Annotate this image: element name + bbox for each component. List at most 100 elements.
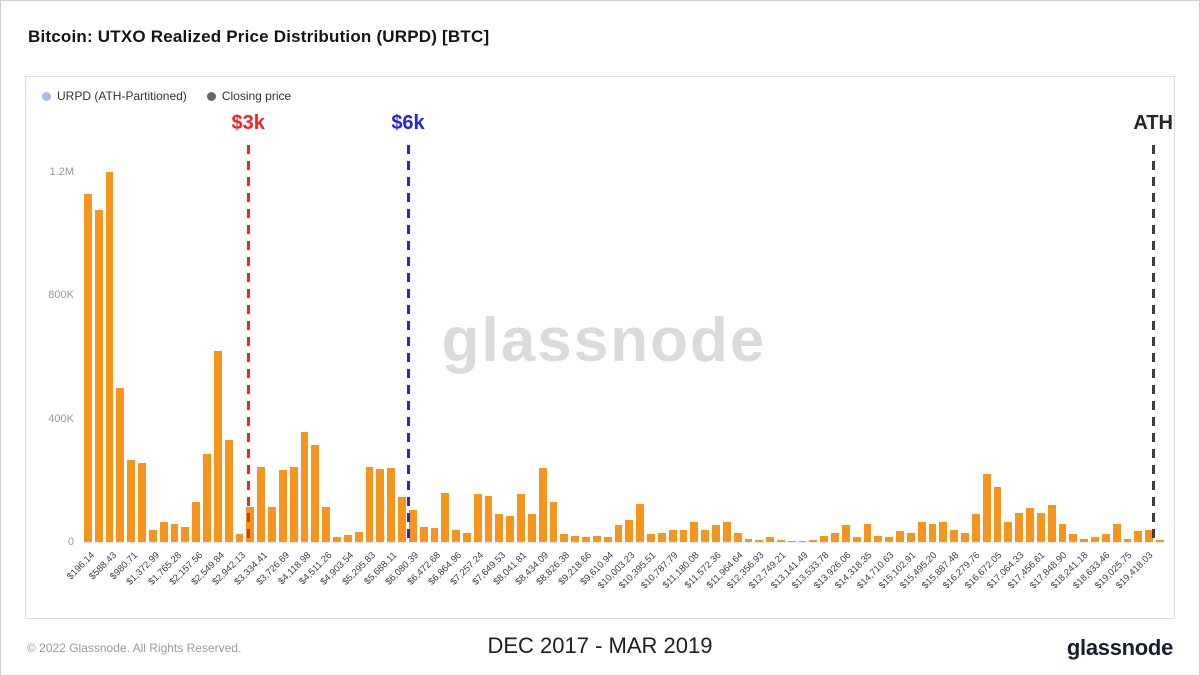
bar [571, 535, 580, 542]
bar [863, 523, 872, 542]
price-marker-line [1151, 145, 1155, 542]
bar [408, 509, 417, 542]
bar [744, 538, 753, 542]
bar [376, 468, 385, 542]
bar [506, 515, 515, 542]
bar [1026, 508, 1034, 542]
bar [430, 528, 439, 542]
bar [657, 532, 666, 542]
price-marker-line [246, 145, 250, 542]
bar [560, 534, 569, 542]
bar [246, 507, 255, 542]
bar [993, 486, 1002, 542]
bar [592, 535, 601, 542]
legend: URPD (ATH-Partitioned) Closing price [42, 89, 291, 103]
glassnode-logo: glassnode [1066, 635, 1173, 660]
bar [354, 532, 363, 542]
bar [473, 494, 482, 542]
bar [181, 526, 190, 542]
bar [928, 523, 937, 542]
bar [1091, 537, 1099, 542]
bar [841, 525, 850, 542]
y-axis: 0 400K 800K 1.2M [42, 145, 82, 548]
bar [733, 532, 742, 542]
bar [668, 529, 677, 542]
bar [517, 494, 525, 542]
y-axis-label: 800K [48, 289, 74, 302]
bar [203, 454, 211, 542]
legend-item-closing-price[interactable]: Closing price [206, 89, 292, 103]
bar [971, 514, 980, 542]
x-axis: $196.14 $588.43 $980.71 $1,372.99 $1,765.28 $… [65, 542, 1164, 618]
bar [1036, 512, 1045, 542]
bar [831, 532, 839, 542]
bar [148, 530, 157, 542]
bar [679, 529, 688, 542]
plot-area: $3k $6k ATH [84, 112, 1173, 543]
bar [527, 514, 536, 542]
bar [701, 529, 710, 542]
bar [549, 501, 558, 542]
legend-item-urpd[interactable]: URPD (ATH-Partitioned) [42, 89, 187, 103]
bar [170, 524, 179, 542]
bar [1058, 523, 1067, 542]
bar [268, 507, 276, 542]
price-marker-label: $6k [391, 112, 425, 134]
bar [387, 468, 396, 542]
bar [614, 525, 623, 542]
y-axis-label: 400K [48, 412, 74, 425]
bar [950, 529, 959, 542]
bar [874, 535, 883, 542]
chart-card: URPD (ATH-Partitioned) Closing price gla… [25, 76, 1175, 619]
price-marker-label: $3k [231, 112, 265, 134]
bar [722, 522, 731, 542]
bar [755, 539, 764, 542]
bar [159, 522, 168, 542]
bar [896, 531, 904, 542]
bar [462, 532, 471, 542]
bar [625, 520, 634, 542]
legend-label-urpd: URPD (ATH-Partitioned) [57, 89, 187, 103]
bar [636, 503, 645, 542]
bar [906, 532, 915, 542]
legend-dot-urpd-icon [42, 91, 51, 101]
bar [333, 537, 341, 542]
chart-title: Bitcoin: UTXO Realized Price Distributio… [28, 27, 490, 46]
bar [961, 532, 969, 542]
bar [257, 467, 266, 542]
bar [224, 440, 233, 542]
bar [311, 444, 320, 542]
bar [1145, 529, 1153, 542]
bar [495, 513, 504, 542]
bar [647, 534, 655, 542]
bar [127, 460, 136, 542]
bar [1123, 538, 1132, 542]
bar [278, 470, 287, 542]
bar [777, 539, 785, 542]
bar [398, 497, 406, 542]
bar [766, 537, 774, 542]
bar [885, 537, 894, 542]
chart-area: glassnode 0 400K 800K 1.2M $3k $6k ATH [42, 112, 1173, 548]
bar [300, 432, 309, 542]
bar [235, 534, 244, 542]
legend-label-closing-price: Closing price [221, 89, 292, 103]
bar [1080, 538, 1089, 542]
bar [538, 468, 547, 542]
bar [138, 462, 146, 542]
bar [582, 537, 590, 542]
copyright-text: © 2022 Glassnode. All Rights Reserved. [27, 641, 242, 655]
bar [192, 501, 201, 542]
bar [452, 529, 460, 542]
bar [484, 495, 493, 542]
bar [1101, 534, 1110, 542]
bar [982, 474, 991, 542]
bar [1047, 505, 1056, 542]
bar [820, 535, 829, 542]
bar [105, 172, 114, 542]
bar [1112, 523, 1121, 542]
bar [1069, 534, 1078, 542]
bar [712, 525, 720, 542]
bar [939, 522, 948, 542]
